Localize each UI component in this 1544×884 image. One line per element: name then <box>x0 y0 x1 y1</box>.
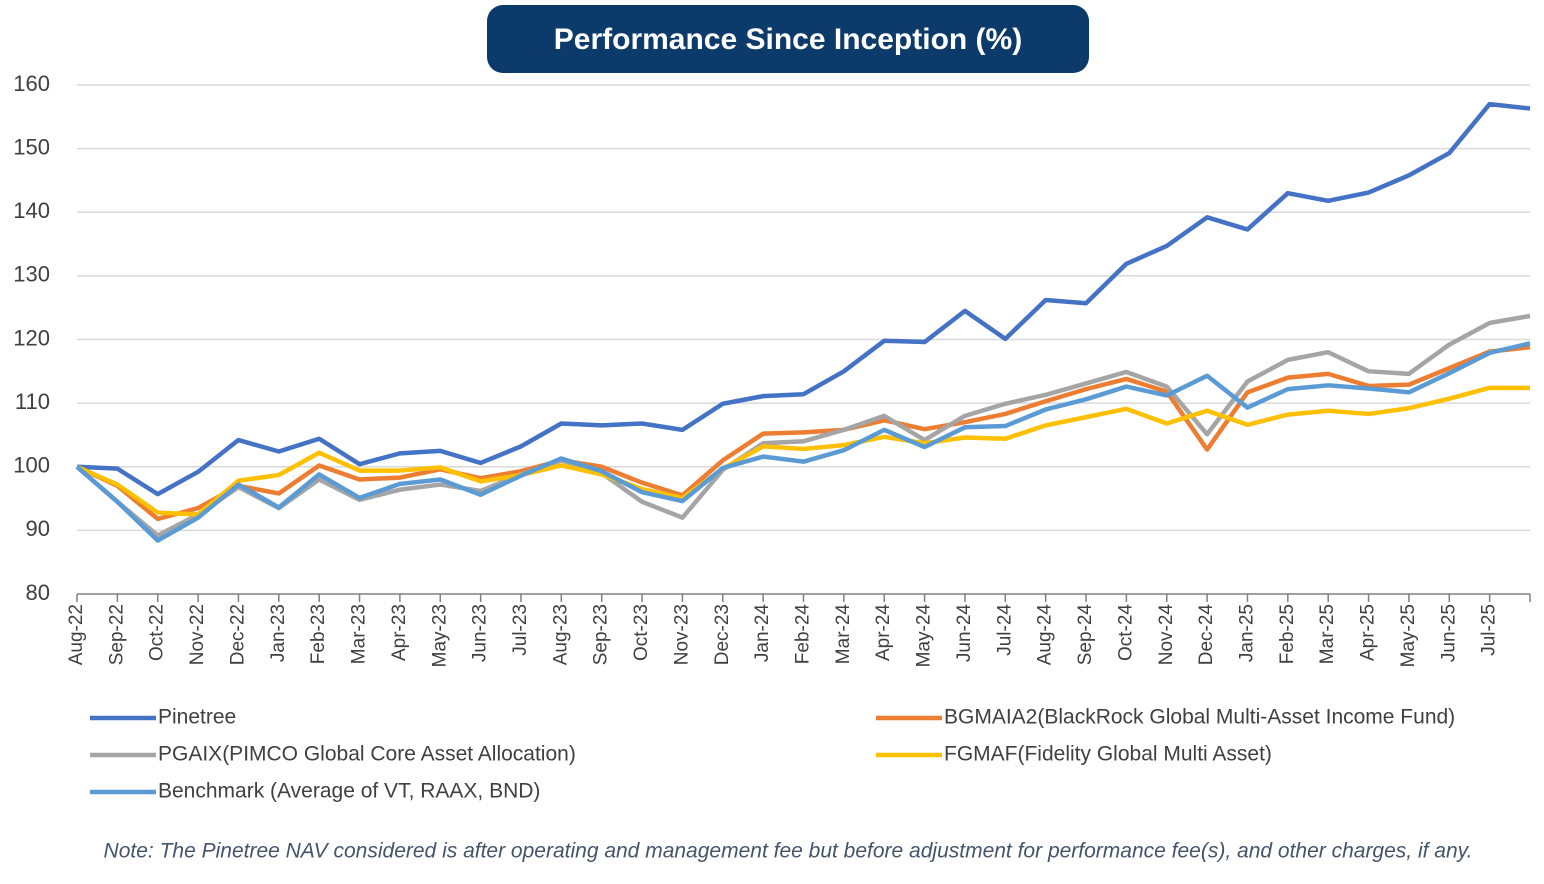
x-tick-label: Sep-23 <box>591 604 612 665</box>
x-tick-label: Nov-23 <box>671 604 692 665</box>
y-tick-label: 140 <box>13 198 50 223</box>
series-line <box>76 385 1530 517</box>
note: Note: The Pinetree NAV considered is aft… <box>104 840 1473 863</box>
x-tick-label: Oct-22 <box>147 604 168 661</box>
x-tick-label: Sep-24 <box>1075 604 1096 666</box>
x-tick-label: Jun-25 <box>1438 604 1459 662</box>
x-tick-label: Sep-22 <box>106 604 127 665</box>
x-tick-label: Aug-23 <box>550 604 571 665</box>
chart-title: Performance Since Inception (%) <box>554 23 1022 56</box>
series-line <box>75 341 1531 543</box>
x-tick-label: Feb-24 <box>793 604 814 665</box>
series-line <box>76 101 1531 497</box>
x-tick-label: Jul-25 <box>1479 604 1500 656</box>
y-tick-label: 80 <box>26 580 50 605</box>
series-line <box>76 344 1531 522</box>
x-tick-label: Apr-23 <box>389 604 410 661</box>
x-tick-label: Dec-23 <box>712 604 733 665</box>
x-tick-label: Aug-22 <box>66 604 87 665</box>
legend-label: FGMAF(Fidelity Global Multi Asset) <box>944 743 1272 766</box>
x-tick-label: Mar-25 <box>1317 604 1338 664</box>
x-tick-label: Apr-25 <box>1358 604 1379 661</box>
x-tick-label: Jun-23 <box>470 604 491 662</box>
y-tick-label: 160 <box>13 71 50 96</box>
x-tick-label: May-24 <box>914 604 935 668</box>
legend-label: Pinetree <box>158 706 236 729</box>
x-tick-label: Jul-24 <box>994 604 1015 656</box>
x-tick-label: Jun-24 <box>954 604 975 663</box>
x-tick-label: Jan-25 <box>1236 604 1257 662</box>
y-tick-label: 120 <box>13 325 50 350</box>
x-tick-label: Feb-25 <box>1277 604 1298 664</box>
x-tick-label: Oct-23 <box>631 604 652 661</box>
x-tick-label: Apr-24 <box>873 604 894 661</box>
x-tick-label: Jul-23 <box>510 604 531 656</box>
x-tick-label: May-25 <box>1398 604 1419 667</box>
x-tick-label: Jan-23 <box>268 604 289 662</box>
y-tick-label: 110 <box>15 389 50 414</box>
legend-label: BGMAIA2(BlackRock Global Multi-Asset Inc… <box>944 706 1455 729</box>
x-tick-label: May-23 <box>429 604 450 667</box>
title-box <box>487 5 1089 73</box>
x-tick-label: Mar-24 <box>833 604 854 665</box>
x-tick-label: Mar-23 <box>349 604 370 664</box>
x-tick-label: Dec-22 <box>227 604 248 665</box>
x-tick-label: Oct-24 <box>1115 604 1136 661</box>
y-tick-label: 100 <box>13 453 50 478</box>
x-tick-label: Nov-24 <box>1156 604 1177 666</box>
x-tick-label: Dec-24 <box>1196 604 1217 666</box>
x-tick-label: Nov-22 <box>187 604 208 665</box>
series-line <box>75 313 1531 538</box>
y-tick-label: 90 <box>26 516 50 541</box>
legend-label: PGAIX(PIMCO Global Core Asset Allocation… <box>158 743 576 766</box>
y-tick-label: 150 <box>13 134 50 159</box>
y-tick-label: 130 <box>13 262 50 287</box>
legend-label: Benchmark (Average of VT, RAAX, BND) <box>158 780 540 803</box>
x-tick-label: Aug-24 <box>1035 604 1056 666</box>
x-tick-label: Jan-24 <box>752 604 773 663</box>
x-tick-label: Feb-23 <box>308 604 329 664</box>
